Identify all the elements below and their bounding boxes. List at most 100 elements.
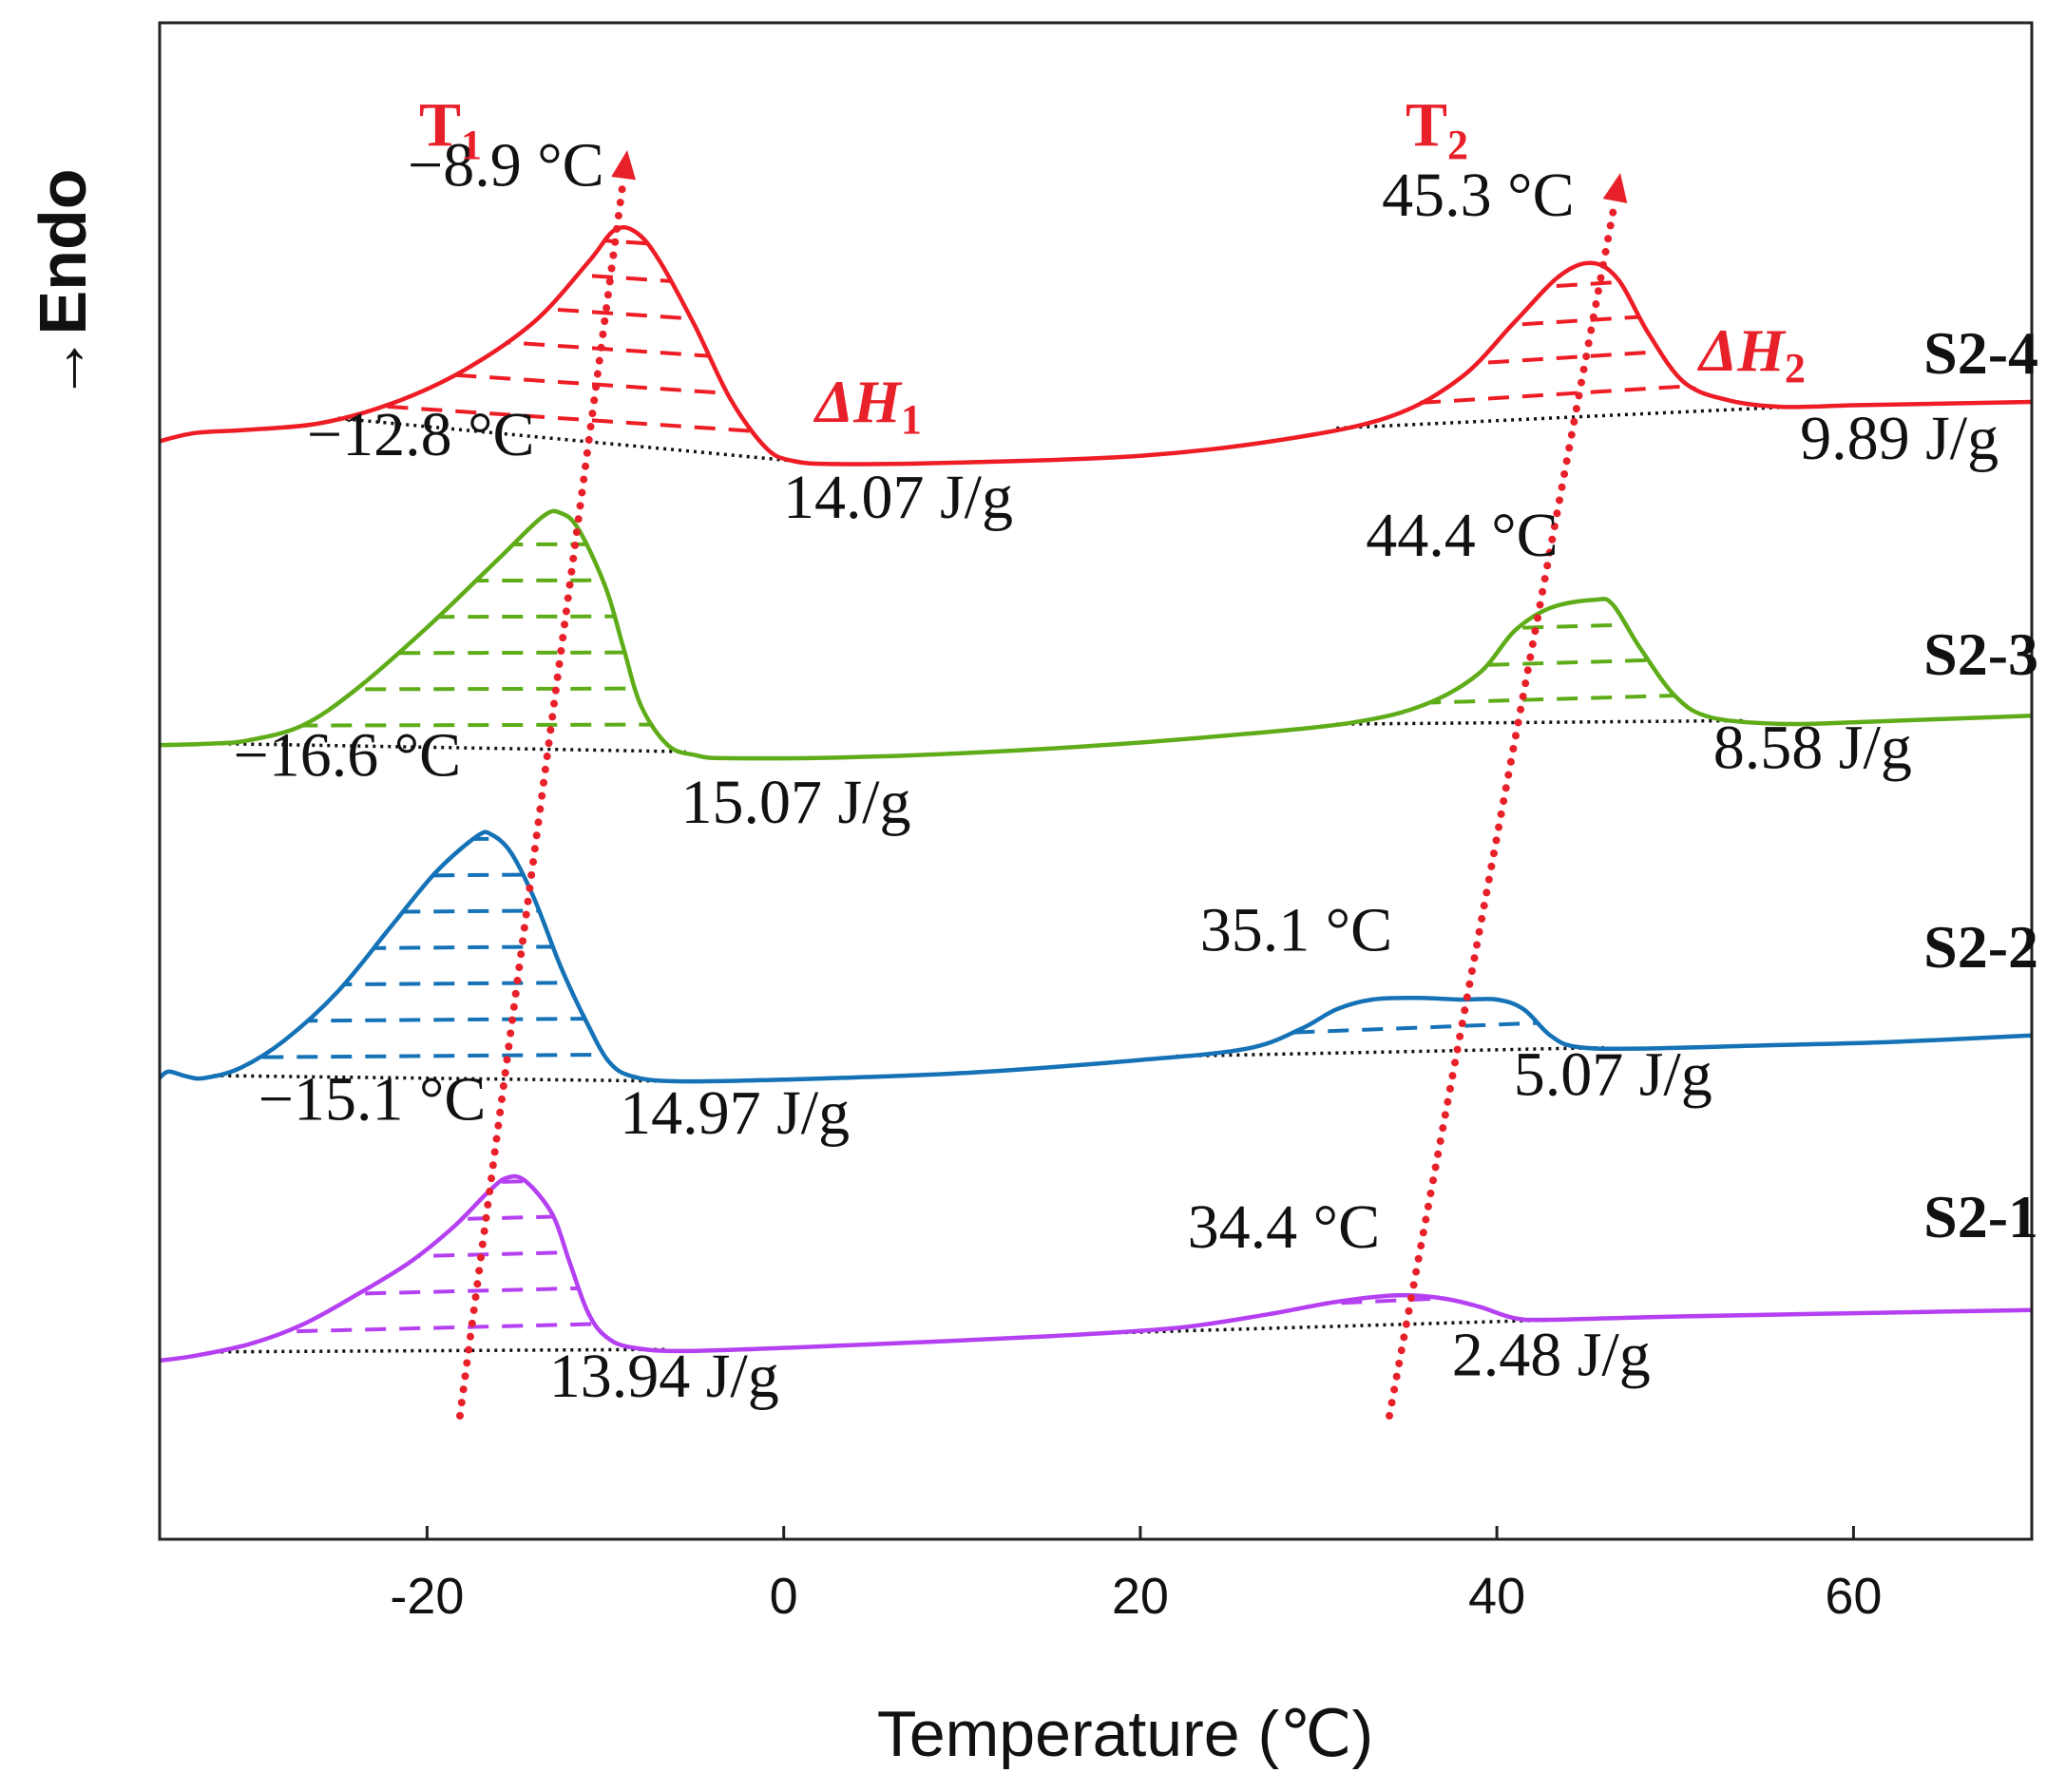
- hatch-line: [337, 364, 793, 401]
- sample-label-S2-2: S2-2: [1923, 913, 2038, 981]
- peak1-label-S2-1: −15.1 °C: [258, 1065, 487, 1134]
- peak2-label-S2-1: 34.4 °C: [1188, 1192, 1380, 1262]
- hatch-line: [213, 686, 686, 692]
- hatch-line: [1336, 267, 1801, 303]
- enthalpy1-label-S2-3: 15.07 J/g: [681, 768, 911, 837]
- peak1-label-S2-2: −16.6 °C: [234, 721, 462, 791]
- annotation-layer: −8.9 °C 45.3 °C 14.07 J/g 9.89 J/g S2-4 −12.8…: [234, 130, 2038, 1411]
- hatch-line: [337, 230, 793, 257]
- dh1-label-main: ΔH: [813, 368, 903, 435]
- hatch-line: [194, 801, 696, 805]
- curve-S2-3: [160, 508, 2032, 761]
- t1-label-sub: 1: [461, 122, 482, 168]
- enthalpy1-label-S2-2: 14.97 J/g: [620, 1078, 850, 1148]
- enthalpy2-label-S2-2: 5.07 J/g: [1514, 1040, 1712, 1110]
- baseline-S2-4-1: [337, 416, 794, 463]
- enthalpy2-label-S2-3: 8.58 J/g: [1713, 713, 1912, 782]
- enthalpy2-label-S2-1: 2.48 J/g: [1452, 1321, 1651, 1390]
- hatch-line: [213, 1320, 668, 1336]
- peak2-label-S2-4: 45.3 °C: [1382, 161, 1574, 230]
- trend-layer: [456, 150, 1628, 1420]
- t2-label-sub: 2: [1447, 122, 1468, 168]
- svg-text:T2: T2: [1406, 90, 1468, 168]
- hatch-line: [1336, 655, 1747, 672]
- x-tick-label: 0: [770, 1568, 798, 1625]
- hatch-line: [213, 578, 686, 583]
- x-tick-label: -20: [390, 1568, 464, 1625]
- hatch-line: [337, 328, 793, 365]
- peak1-label-S2-4: −8.9 °C: [408, 130, 604, 200]
- x-tick-label: 20: [1112, 1568, 1169, 1625]
- peak2-label-S2-3: 44.4 °C: [1366, 501, 1558, 570]
- hatch-line: [337, 256, 793, 293]
- hatch-S2-1-h2: [1086, 1295, 1604, 1318]
- hatch-line: [213, 1177, 668, 1191]
- svg-text:ΔH2: ΔH2: [1696, 316, 1806, 391]
- sample-label-S2-1: S2-1: [1923, 1183, 2038, 1250]
- hatch-S2-4-h1: [337, 230, 793, 437]
- hatch-line: [337, 292, 793, 329]
- dh1-label: ΔH1: [813, 368, 922, 443]
- y-axis-title: →Endo: [26, 169, 100, 402]
- hatch-line: [213, 871, 678, 880]
- baseline-S2-2-1: [213, 1074, 678, 1083]
- curve-S2-1: [160, 1173, 2032, 1363]
- x-axis-title: Temperature (℃): [877, 1698, 1373, 1770]
- sample-label-S2-3: S2-3: [1923, 620, 2038, 688]
- enthalpy1-label-S2-4: 14.07 J/g: [783, 463, 1013, 532]
- trend-arrow-t1: [456, 150, 636, 1420]
- peak1-label-S2-3: −12.8 °C: [307, 400, 535, 469]
- dh2-label: ΔH2: [1696, 316, 1806, 391]
- hatch-line: [213, 650, 686, 656]
- hatch-line: [213, 1284, 668, 1300]
- curve-S2-4: [160, 224, 2032, 467]
- hatch-line: [213, 835, 678, 844]
- sample-label-S2-4: S2-4: [1923, 319, 2038, 387]
- hatch-line: [213, 1016, 678, 1024]
- hatch-line: [213, 907, 678, 916]
- peak2-label-S2-2: 35.1 °C: [1200, 896, 1392, 965]
- x-tick-label: 60: [1825, 1568, 1882, 1625]
- trend-arrow-t2-head: [1602, 173, 1628, 203]
- baseline-S2-2-2: [1176, 1045, 1604, 1058]
- x-tick-label: 40: [1468, 1568, 1525, 1625]
- hatch-line: [213, 1052, 678, 1060]
- trend-arrow-t2: [1386, 173, 1628, 1420]
- svg-text:ΔH1: ΔH1: [813, 368, 922, 443]
- plot-frame: [158, 21, 2034, 1541]
- hatch-line: [1336, 262, 1801, 267]
- hatch-line: [213, 614, 686, 620]
- trend-arrow-t1-head: [611, 150, 636, 181]
- curve-layer: [160, 224, 2032, 1363]
- hatch-S2-3-h1: [194, 507, 704, 728]
- baseline-layer: [213, 405, 1801, 1354]
- hatch-line: [1336, 619, 1747, 636]
- hatch-line: [213, 944, 678, 952]
- dh2-label-main: ΔH: [1696, 316, 1787, 384]
- trend-arrow-t2-shaft: [1386, 197, 1619, 1420]
- hatch-line: [213, 1211, 668, 1228]
- enthalpy2-label-S2-4: 9.89 J/g: [1800, 404, 1999, 473]
- t2-label-main: T: [1406, 90, 1447, 160]
- dh1-label-sub: 1: [901, 396, 922, 443]
- baseline-S2-4-2: [1336, 405, 1801, 430]
- svg-text:T1: T1: [419, 90, 482, 168]
- hatch-S2-2-h2: [1176, 998, 1604, 1040]
- t1-label: T1: [419, 90, 482, 168]
- baseline-S2-1-2: [1086, 1316, 1604, 1336]
- hatch-S2-2-h1: [194, 801, 696, 1060]
- hatch-line: [213, 542, 686, 547]
- hatch-line: [337, 400, 793, 437]
- enthalpy1-label-S2-1: 13.94 J/g: [549, 1342, 779, 1411]
- x-axis-ticks: -20 0 20 40 60: [390, 1526, 1882, 1625]
- hatch-line: [194, 507, 704, 508]
- hatch-line: [1086, 1295, 1604, 1318]
- trend-arrow-t1-shaft: [456, 174, 628, 1420]
- baseline-S2-3-1: [213, 741, 686, 753]
- dh2-label-sub: 2: [1785, 345, 1806, 391]
- t2-label: T2: [1406, 90, 1468, 168]
- baseline-S2-3-2: [1336, 718, 1747, 726]
- hatch-line: [213, 980, 678, 988]
- curve-S2-2: [160, 829, 2032, 1084]
